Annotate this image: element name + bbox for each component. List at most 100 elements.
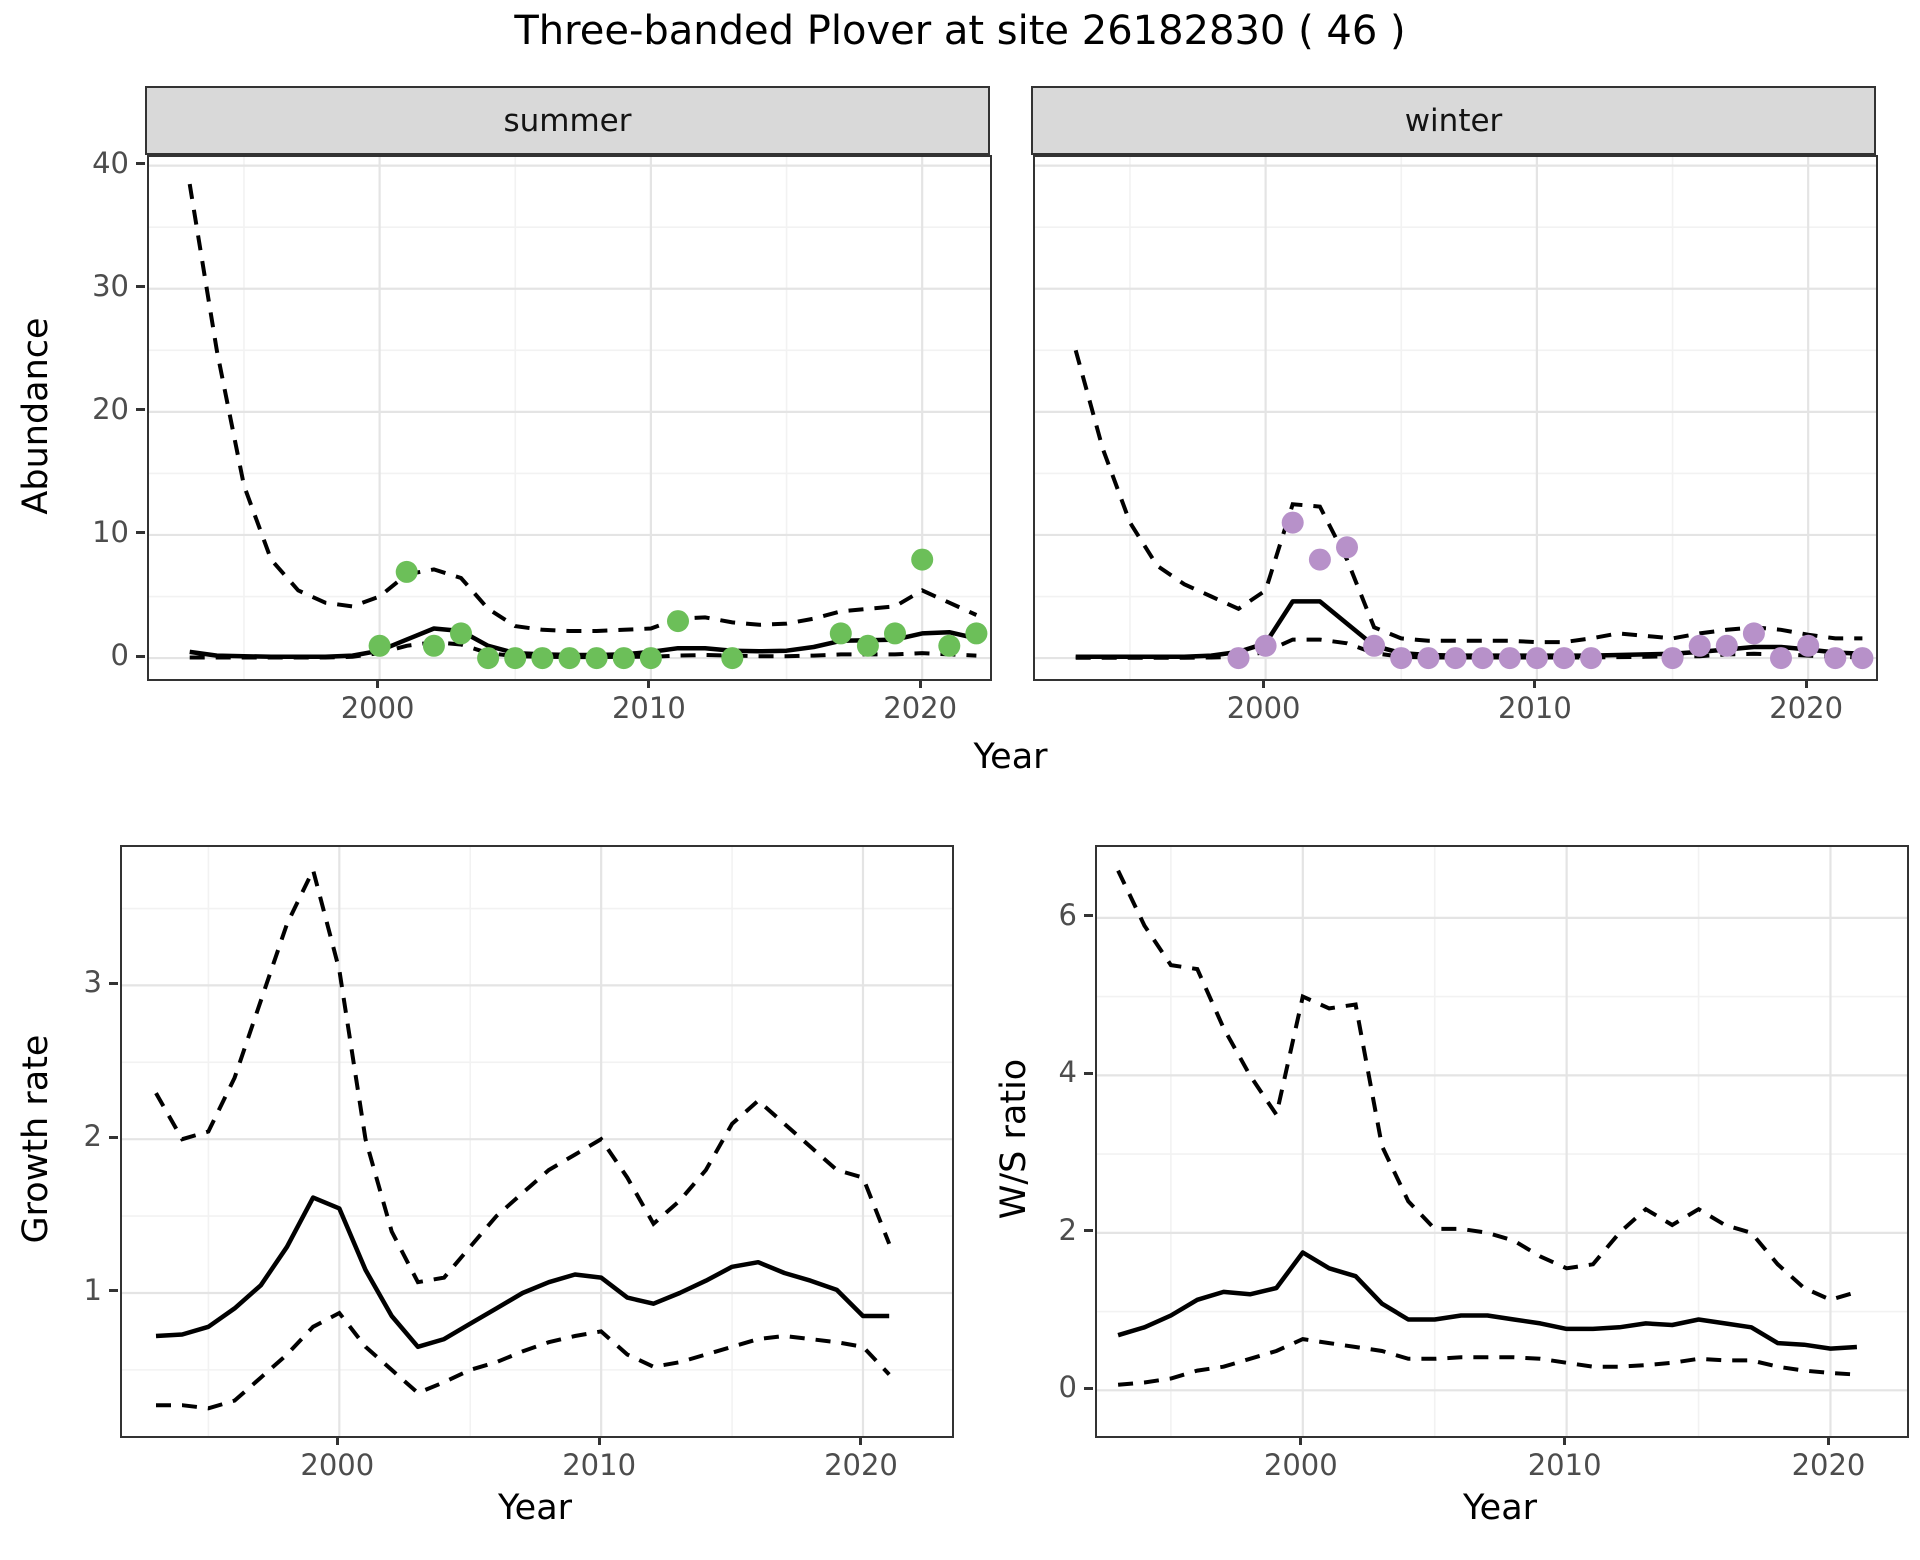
lower-ci-line	[1117, 1337, 1858, 1387]
x-tick-label: 2000	[300, 1448, 375, 1482]
observed-point	[1553, 647, 1575, 670]
observed-point	[1742, 622, 1765, 645]
panel-abundance_winter	[1033, 155, 1878, 681]
fit-line	[155, 1195, 890, 1350]
x-tick-mark	[1826, 1436, 1830, 1445]
y-tick-mark	[109, 1135, 118, 1139]
observed-point	[1444, 647, 1467, 670]
observed-point	[1281, 511, 1304, 534]
x-axis-title-growth-rate: Year	[497, 1488, 573, 1528]
observed-point	[422, 634, 445, 657]
y-tick-mark	[136, 654, 145, 658]
facet-strip-winter: winter	[1031, 86, 1876, 155]
upper-ci-line	[187, 183, 978, 633]
x-tick-label: 2000	[1226, 691, 1301, 725]
observed-point	[667, 610, 689, 633]
observed-point	[1498, 647, 1521, 670]
y-tick-label: 1	[83, 1272, 102, 1307]
upper-ci-line	[1116, 869, 1858, 1302]
fit-line	[1117, 1250, 1858, 1351]
y-axis-title-abundance: Abundance	[16, 317, 56, 515]
observed-point	[612, 647, 635, 670]
x-tick-mark	[859, 1436, 863, 1445]
observed-point	[585, 647, 608, 670]
plot-area-ws_ratio	[1097, 847, 1907, 1436]
observed-point	[1227, 647, 1250, 670]
y-tick-label: 6	[1058, 897, 1077, 932]
observed-point	[1471, 647, 1494, 670]
observed-point	[639, 647, 662, 670]
x-tick-mark	[918, 679, 922, 688]
x-tick-label: 2010	[1527, 1448, 1602, 1482]
observed-point	[1661, 647, 1684, 670]
y-tick-label: 10	[92, 514, 129, 549]
y-tick-mark	[1084, 1071, 1093, 1075]
y-tick-mark	[109, 981, 118, 985]
x-tick-label: 2010	[1497, 691, 1572, 725]
observed-point	[1580, 647, 1603, 670]
x-tick-mark	[1299, 1436, 1303, 1445]
x-tick-mark	[376, 679, 380, 688]
y-tick-label: 0	[1058, 1370, 1077, 1405]
x-tick-mark	[335, 1436, 339, 1445]
x-tick-mark	[1262, 679, 1266, 688]
y-tick-label: 20	[92, 391, 129, 426]
y-tick-label: 2	[83, 1119, 102, 1154]
y-tick-mark	[1084, 914, 1093, 918]
panel-ws_ratio	[1095, 845, 1909, 1438]
plot-area-abundance_winter	[1035, 157, 1876, 679]
x-axis-title-top: Year	[973, 737, 1048, 777]
observed-point	[1363, 634, 1386, 657]
observed-point	[1525, 647, 1548, 670]
y-tick-mark	[109, 1289, 118, 1293]
plot-area-growth_rate	[122, 847, 952, 1436]
x-tick-mark	[1533, 679, 1537, 688]
chart-title: Three-banded Plover at site 26182830 ( 4…	[514, 8, 1406, 54]
y-tick-label: 30	[92, 268, 129, 303]
observed-point	[938, 634, 961, 657]
x-tick-label: 2020	[883, 691, 958, 725]
observed-point	[856, 634, 879, 657]
observed-point	[1254, 634, 1277, 657]
x-tick-mark	[1563, 1436, 1567, 1445]
y-tick-label: 2	[1058, 1212, 1077, 1247]
observed-point	[1715, 634, 1738, 657]
x-tick-label: 2010	[562, 1448, 637, 1482]
y-tick-mark	[136, 162, 145, 166]
observed-point	[368, 634, 391, 657]
observed-point	[1390, 647, 1413, 670]
x-tick-label: 2000	[340, 691, 415, 725]
observed-point	[1824, 647, 1847, 670]
observed-point	[965, 622, 988, 645]
y-tick-label: 0	[110, 638, 129, 673]
x-tick-mark	[647, 679, 651, 688]
facet-strip-summer: summer	[145, 86, 990, 155]
y-tick-mark	[136, 531, 145, 535]
observed-point	[1308, 548, 1331, 571]
observed-point	[531, 647, 554, 670]
observed-point	[1417, 647, 1440, 670]
x-axis-title-ws-ratio: Year	[1462, 1488, 1538, 1528]
y-tick-label: 4	[1058, 1055, 1077, 1090]
observed-point	[911, 548, 934, 571]
observed-point	[829, 622, 852, 645]
y-tick-label: 40	[92, 145, 129, 180]
x-tick-label: 2020	[1791, 1448, 1866, 1482]
panel-growth_rate	[120, 845, 954, 1438]
x-tick-label: 2020	[824, 1448, 898, 1482]
upper-ci-line	[154, 864, 892, 1285]
y-tick-mark	[1084, 1229, 1093, 1233]
observed-point	[395, 560, 418, 583]
observed-point	[558, 647, 581, 670]
facet-strip-summer-label: summer	[503, 102, 632, 139]
observed-point	[1336, 536, 1358, 559]
y-tick-mark	[136, 408, 145, 412]
observed-point	[884, 622, 906, 645]
lower-ci-line	[156, 1310, 891, 1411]
observed-point	[721, 647, 744, 670]
observed-point	[477, 647, 500, 670]
upper-ci-line	[1073, 349, 1863, 645]
x-tick-label: 2010	[611, 691, 686, 725]
observed-point	[504, 647, 527, 670]
x-tick-mark	[597, 1436, 601, 1445]
